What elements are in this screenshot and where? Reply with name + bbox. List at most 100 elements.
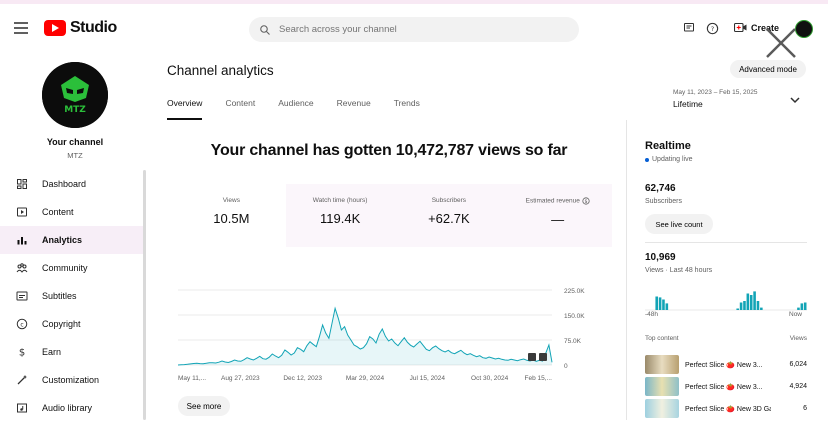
search-bar[interactable] [249,17,579,42]
tab-overview[interactable]: Overview [167,98,203,120]
search-input[interactable] [279,24,539,35]
video-marker-icon[interactable] [539,353,547,361]
sidebar-item-community[interactable]: Community [0,254,146,282]
metric-value: — [551,212,565,227]
svg-text:$: $ [18,348,24,359]
sidebar-item-label: Community [42,263,88,273]
realtime-bar-chart [645,291,807,311]
channel-avatar[interactable]: MTZ [42,62,108,128]
audio-library-icon [15,402,28,415]
svg-text:$: $ [584,199,587,205]
realtime-bar[interactable] [756,301,760,310]
metric-views[interactable]: Views 10.5M [177,184,286,247]
realtime-bar[interactable] [662,299,665,311]
video-views: 6,024 [789,361,807,368]
realtime-bar[interactable] [746,293,750,311]
earn-icon: $ [15,346,28,359]
sidebar-item-earn[interactable]: $ Earn [0,338,146,366]
y-tick-label: 75.0K [564,338,582,345]
realtime-bar[interactable] [800,303,804,310]
realtime-bar[interactable] [743,301,746,310]
views-series-line[interactable] [177,306,553,366]
metric-estimated-revenue[interactable]: Estimated revenue $ — [503,184,612,247]
channel-name: MTZ [67,151,83,160]
video-thumbnail [645,355,679,374]
sidebar-item-label: Content [42,207,74,217]
metric-label: Watch time (hours) [312,197,368,204]
top-bar: Studio ? Create [0,0,828,58]
realtime-bar[interactable] [753,291,756,310]
channel-title[interactable]: Your channel [46,137,104,147]
see-live-count-button[interactable]: See live count [645,214,713,234]
tab-content[interactable]: Content [225,98,256,108]
analytics-tabs: Overview Content Audience Revenue Trends [167,98,443,120]
top-content-header: Top content Views [645,335,807,342]
sidebar-item-copyright[interactable]: c Copyright [0,310,146,338]
sidebar-item-content[interactable]: Content [0,198,146,226]
close-icon[interactable] [764,26,798,60]
x-tick-label: Oct 30, 2024 [471,375,509,382]
video-marker-icon[interactable] [528,353,536,361]
sidebar-item-label: Earn [42,347,62,357]
community-icon [15,262,28,275]
menu-icon[interactable] [14,22,28,34]
content-icon [15,206,28,219]
studio-logo[interactable]: Studio [44,19,117,37]
feedback-icon[interactable] [683,22,695,34]
realtime-bar[interactable] [797,307,800,310]
youtube-logo-icon [44,20,66,36]
sidebar-item-label: Copyright [42,319,81,329]
metric-watch-time[interactable]: Watch time (hours) 119.4K [285,184,395,247]
channel-logo-text: MTZ [64,105,86,115]
views-headline: Your channel has gotten 10,472,787 views… [210,142,568,159]
mini-axis-start: -48h [645,311,659,318]
date-range-text: May 11, 2023 – Feb 15, 2025 [673,89,758,96]
channel-logo-icon: MTZ [42,62,108,128]
realtime-bar[interactable] [760,307,763,310]
metric-label: Subscribers [431,197,467,204]
top-content-item[interactable]: Perfect Slice 🍅 New 3... 4,924 [645,377,807,397]
account-avatar[interactable] [795,20,813,38]
logo-text: Studio [70,19,117,36]
advanced-mode-button[interactable]: Advanced mode [730,60,806,78]
date-range-label: Lifetime [673,99,703,109]
y-tick-label: 0 [564,363,568,370]
sidebar-item-audio-library[interactable]: Audio library [0,394,146,422]
copyright-icon: c [15,318,28,331]
realtime-subscribers: 62,746 [645,183,676,194]
tab-trends[interactable]: Trends [393,98,420,108]
date-range-picker[interactable]: May 11, 2023 – Feb 15, 2025 Lifetime [673,89,757,109]
create-button[interactable]: Create [734,22,779,33]
realtime-bar[interactable] [739,302,743,311]
realtime-bar[interactable] [665,303,669,310]
realtime-bar[interactable] [655,296,658,311]
sidebar-item-analytics[interactable]: Analytics [0,226,146,254]
views-chart: 225.0K 150.0K 75.0K 0 May 11,... Aug 27, 2023… [177,288,585,382]
create-label: Create [751,22,780,33]
video-title: Perfect Slice 🍅 New 3... [685,362,763,369]
info-icon[interactable]: $ [582,197,590,205]
help-icon[interactable]: ? [706,22,719,35]
metric-label-text: Estimated revenue [525,197,580,205]
sidebar-scrollbar[interactable] [143,170,146,420]
realtime-bar[interactable] [803,302,807,311]
realtime-bar[interactable] [749,295,753,310]
realtime-views-label: Views · Last 48 hours [645,267,713,274]
video-title: Perfect Slice 🍅 New 3... [685,384,763,391]
realtime-bar[interactable] [736,308,739,311]
chevron-down-icon[interactable] [790,96,800,104]
live-dot-icon [645,157,649,162]
realtime-subscribers-label: Subscribers [645,198,682,205]
metric-subscribers[interactable]: Subscribers +62.7K [394,184,504,247]
sidebar-item-dashboard[interactable]: Dashboard [0,170,146,198]
see-more-button[interactable]: See more [178,396,230,416]
sidebar-item-subtitles[interactable]: Subtitles [0,282,146,310]
sidebar-item-customization[interactable]: Customization [0,366,146,394]
tab-audience[interactable]: Audience [278,98,314,108]
top-content-item[interactable]: Perfect Slice 🍅 New 3D Ga... 6 [645,399,807,419]
analytics-main: Channel analytics Advanced mode Overview… [150,56,828,420]
realtime-bar[interactable] [658,297,662,310]
tab-revenue[interactable]: Revenue [336,98,371,108]
top-content-item[interactable]: Perfect Slice 🍅 New 3... 6,024 [645,355,807,375]
sidebar-item-label: Analytics [42,235,83,245]
